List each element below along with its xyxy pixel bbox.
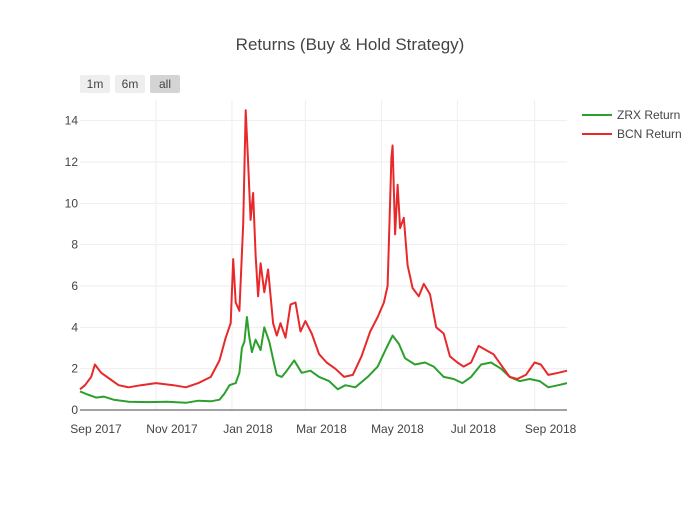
range-button-all[interactable]: all (150, 75, 180, 93)
range-button-1m-label: 1m (87, 77, 104, 91)
y-tick-label: 10 (65, 196, 79, 210)
y-tick-label: 8 (71, 238, 78, 252)
x-tick-label: Nov 2017 (146, 422, 198, 436)
y-tick-label: 14 (65, 114, 79, 128)
y-tick-label: 4 (71, 320, 78, 334)
range-button-1m[interactable]: 1m (80, 75, 110, 93)
range-button-all-label: all (159, 77, 171, 91)
x-tick-label: Sep 2018 (525, 422, 577, 436)
x-tick-label: May 2018 (371, 422, 424, 436)
plot-area (79, 109, 568, 404)
range-selector: 1m 6m all (80, 75, 180, 93)
chart-title: Returns (Buy & Hold Strategy) (236, 35, 465, 54)
y-tick-label: 0 (71, 403, 78, 417)
series-line-bcn-return (79, 109, 568, 391)
range-button-6m[interactable]: 6m (115, 75, 145, 93)
y-tick-label: 2 (71, 362, 78, 376)
x-tick-label: Jan 2018 (223, 422, 273, 436)
legend: ZRX Return BCN Return (582, 108, 682, 141)
x-tick-label: Jul 2018 (451, 422, 497, 436)
y-tick-label: 6 (71, 279, 78, 293)
legend-label[interactable]: BCN Return (617, 127, 682, 141)
x-tick-label: Mar 2018 (296, 422, 347, 436)
series-line-zrx-return (79, 316, 568, 404)
y-tick-label: 12 (65, 155, 79, 169)
range-button-6m-label: 6m (122, 77, 139, 91)
y-axis: 0 2 4 6 8 10 12 14 (65, 114, 79, 417)
grid-lines (80, 100, 567, 410)
x-tick-label: Sep 2017 (70, 422, 122, 436)
x-axis: Sep 2017 Nov 2017 Jan 2018 Mar 2018 May 2018… (70, 409, 577, 436)
legend-label[interactable]: ZRX Return (617, 108, 680, 122)
